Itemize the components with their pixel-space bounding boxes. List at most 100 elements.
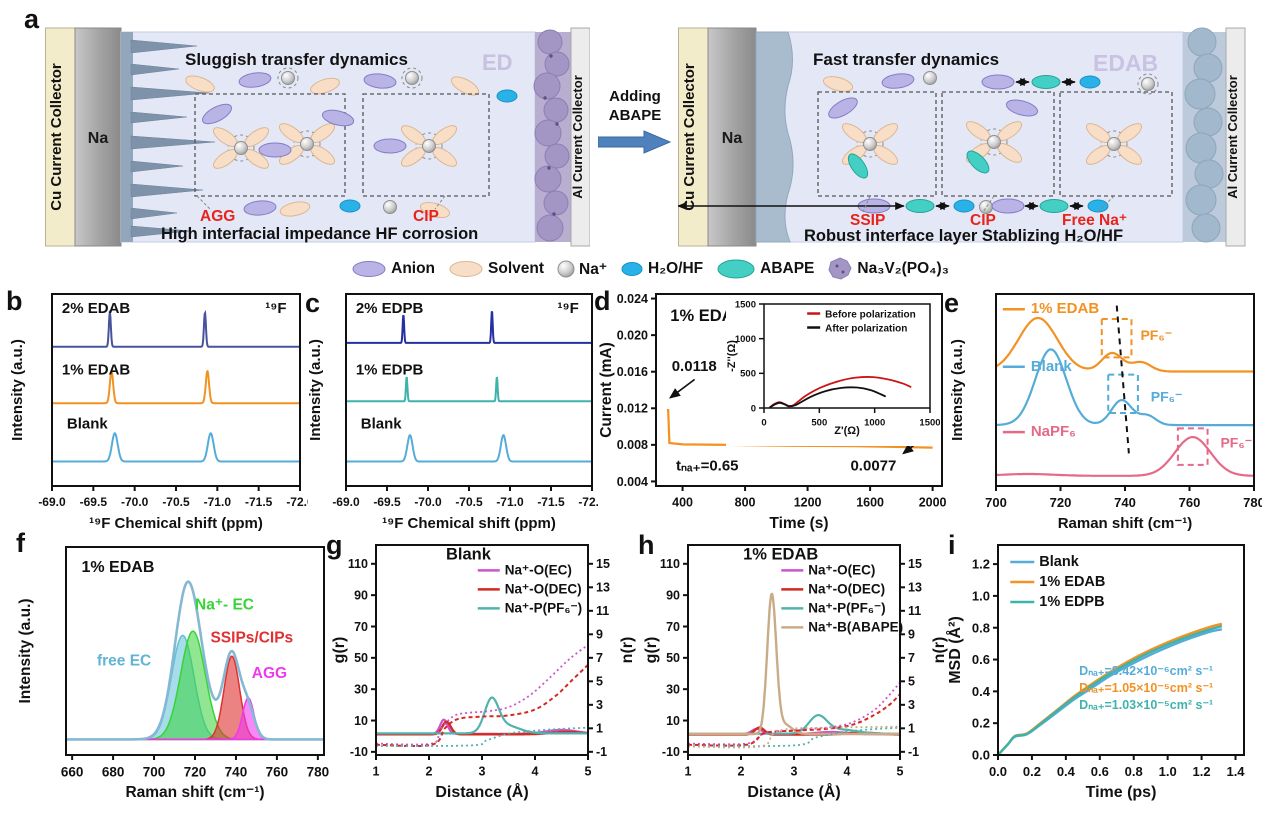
svg-text:Dₙₐ₊=1.05×10⁻⁵cm² s⁻¹: Dₙₐ₊=1.05×10⁻⁵cm² s⁻¹ bbox=[1079, 681, 1213, 695]
svg-text:5: 5 bbox=[596, 675, 603, 689]
sei-layer bbox=[755, 31, 794, 243]
svg-text:400: 400 bbox=[672, 496, 693, 510]
svg-text:1.2: 1.2 bbox=[972, 557, 990, 572]
svg-text:9: 9 bbox=[908, 628, 915, 642]
svg-text:90: 90 bbox=[666, 589, 680, 603]
svg-text:760: 760 bbox=[1179, 495, 1201, 510]
al-collector-label: Al Current Collector bbox=[570, 75, 585, 199]
legend-item-abape: ABAPE bbox=[716, 258, 814, 280]
svg-text:n(r): n(r) bbox=[931, 637, 948, 664]
svg-text:0: 0 bbox=[761, 418, 766, 429]
panel-h: 1 2 3 4 5 110 90 70 50 30 10 -10 15 13 11 9 7 5 3 1 -1 Distan… bbox=[642, 533, 964, 825]
svg-text:Dₙₐ₊=8.42×10⁻⁶cm² s⁻¹: Dₙₐ₊=8.42×10⁻⁶cm² s⁻¹ bbox=[1079, 664, 1213, 678]
legend-label: ABAPE bbox=[760, 260, 815, 277]
svg-text:90: 90 bbox=[354, 589, 368, 603]
svg-text:Time (ps): Time (ps) bbox=[1086, 784, 1157, 801]
svg-text:0.012: 0.012 bbox=[617, 402, 648, 416]
svg-text:720: 720 bbox=[1050, 495, 1072, 510]
svg-text:1: 1 bbox=[596, 722, 603, 736]
svg-text:Intensity (a.u.): Intensity (a.u.) bbox=[949, 339, 966, 441]
svg-text:110: 110 bbox=[348, 557, 368, 571]
adding-abape-arrow: Adding ABAPE bbox=[590, 88, 680, 154]
svg-text:1.4: 1.4 bbox=[1226, 764, 1245, 779]
svg-text:110: 110 bbox=[660, 557, 680, 571]
eis-inset-chart: 0 500 1000 1500 0 500 1000 1500 Z'(Ω) -Z''(Ω) Befo… bbox=[726, 296, 940, 446]
svg-text:1% EDAB: 1% EDAB bbox=[81, 559, 154, 576]
svg-text:720: 720 bbox=[184, 765, 207, 780]
solvent-icon bbox=[449, 261, 483, 277]
svg-text:1500: 1500 bbox=[919, 418, 940, 429]
nmr-edab-chart: -69.0 -69.5 -70.0 -70.5 -71.0 -71.5 -72.0 ¹⁹F C… bbox=[9, 293, 308, 532]
water-hf-icon bbox=[621, 262, 643, 276]
na-label: Na bbox=[88, 130, 109, 147]
agg-label: AGG bbox=[200, 208, 235, 225]
svg-text:1000: 1000 bbox=[735, 334, 756, 345]
al-collector-strip bbox=[1225, 27, 1246, 247]
svg-text:4: 4 bbox=[532, 765, 539, 779]
svg-text:Na⁺- EC: Na⁺- EC bbox=[195, 596, 254, 613]
al-collector-label: Al Current Collector bbox=[1225, 75, 1240, 199]
na-anode-strip bbox=[74, 27, 122, 247]
svg-text:1% EDAB: 1% EDAB bbox=[62, 362, 131, 379]
schematic-right: Cu Current Collector Na Al Current Colle… bbox=[678, 26, 1248, 248]
nmr-edpb-chart: -69.0 -69.5 -70.0 -70.5 -71.0 -71.5 -72.0 ¹⁹F C… bbox=[307, 293, 598, 532]
panel-i: 0.0 0.2 0.4 0.6 0.8 1.0 1.2 1.4 0.0 0.2 0.4 0.6 0.8 1… bbox=[946, 533, 1264, 825]
svg-text:SSIPs/CIPs: SSIPs/CIPs bbox=[210, 630, 293, 647]
legend-label: Solvent bbox=[488, 260, 545, 277]
svg-text:0.8: 0.8 bbox=[1125, 764, 1143, 779]
legend-label: Anion bbox=[391, 260, 436, 277]
svg-text:660: 660 bbox=[61, 765, 84, 780]
svg-text:0.0077: 0.0077 bbox=[850, 458, 896, 475]
svg-text:-10: -10 bbox=[662, 745, 680, 759]
panel-e: 700 720 740 760 780 Raman shift (cm⁻¹) Intensi… bbox=[948, 286, 1262, 534]
svg-text:1% EDPB: 1% EDPB bbox=[1039, 594, 1104, 610]
svg-text:-72.0: -72.0 bbox=[286, 495, 308, 509]
svg-text:Blank: Blank bbox=[361, 415, 403, 432]
svg-text:760: 760 bbox=[266, 765, 289, 780]
cip-label-left: CIP bbox=[413, 208, 439, 225]
svg-text:g(r): g(r) bbox=[643, 637, 660, 664]
svg-text:5: 5 bbox=[908, 675, 915, 689]
svg-text:1: 1 bbox=[685, 765, 692, 779]
svg-text:NaPF₆: NaPF₆ bbox=[1031, 423, 1076, 440]
legend-item-anion: Anion bbox=[351, 259, 435, 279]
svg-text:0.008: 0.008 bbox=[617, 438, 648, 452]
svg-text:15: 15 bbox=[596, 557, 610, 571]
svg-text:1.2: 1.2 bbox=[1193, 764, 1211, 779]
anion-icon bbox=[352, 261, 386, 277]
schematic-right-svg: Cu Current Collector Na Al Current Colle… bbox=[678, 27, 1246, 247]
svg-text:2: 2 bbox=[426, 765, 433, 779]
svg-text:1000: 1000 bbox=[864, 418, 885, 429]
rdf-blank-chart: 1 2 3 4 5 110 90 70 50 30 10 -10 15 13 11 9 7 5 3 1 -1 Distan… bbox=[331, 544, 636, 801]
legend-item-nvp: Na₃V₂(PO₄)₃ bbox=[827, 257, 949, 281]
svg-text:2000: 2000 bbox=[919, 496, 947, 510]
svg-text:Raman shift (cm⁻¹): Raman shift (cm⁻¹) bbox=[1058, 515, 1193, 532]
panel-label-i: i bbox=[948, 530, 956, 560]
svg-text:Before polarization: Before polarization bbox=[825, 310, 916, 321]
svg-text:-Z''(Ω): -Z''(Ω) bbox=[726, 340, 738, 372]
svg-text:0.2: 0.2 bbox=[972, 716, 990, 731]
svg-text:740: 740 bbox=[1114, 495, 1136, 510]
svg-text:700: 700 bbox=[985, 495, 1007, 510]
svg-text:3: 3 bbox=[908, 698, 915, 712]
panel-label-a: a bbox=[24, 4, 40, 34]
legend-label: H₂O/HF bbox=[648, 260, 704, 277]
svg-text:0.8: 0.8 bbox=[972, 620, 990, 635]
left-bottom-caption: High interfacial impedance HF corrosion bbox=[161, 225, 478, 243]
svg-text:1500: 1500 bbox=[735, 299, 756, 310]
svg-text:¹⁹F Chemical shift (ppm): ¹⁹F Chemical shift (ppm) bbox=[89, 515, 263, 532]
right-ion-decoration bbox=[678, 71, 1173, 214]
left-ion-decoration bbox=[183, 67, 518, 221]
svg-text:10: 10 bbox=[666, 714, 680, 728]
cip-label-right: CIP bbox=[970, 212, 996, 229]
svg-text:-70.5: -70.5 bbox=[455, 495, 483, 509]
panel-label-e: e bbox=[944, 288, 960, 318]
svg-text:-69.0: -69.0 bbox=[332, 495, 360, 509]
svg-text:free EC: free EC bbox=[97, 653, 151, 670]
svg-text:0.0: 0.0 bbox=[989, 764, 1007, 779]
svg-text:0.4: 0.4 bbox=[972, 684, 991, 699]
svg-text:0.2: 0.2 bbox=[1023, 764, 1041, 779]
svg-text:Na⁺-O(DEC): Na⁺-O(DEC) bbox=[505, 581, 582, 596]
svg-text:-71.5: -71.5 bbox=[537, 495, 565, 509]
svg-text:0.4: 0.4 bbox=[1057, 764, 1076, 779]
